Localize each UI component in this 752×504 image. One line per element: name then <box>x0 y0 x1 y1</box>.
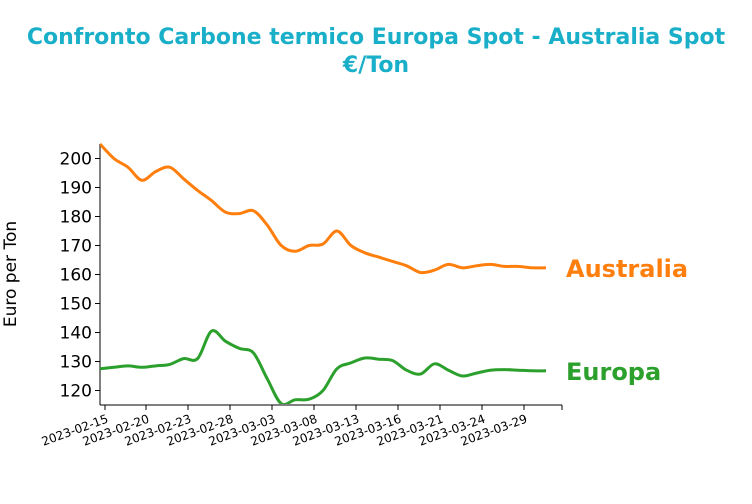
series-label-australia: Australia <box>566 255 688 283</box>
y-tick-label: 200 <box>60 150 92 170</box>
series-line-australia <box>100 142 547 275</box>
x-axis: 2023-02-152023-02-202023-02-232023-02-28… <box>40 404 563 449</box>
series-label-europa: Europa <box>566 358 661 386</box>
chart-title: Confronto Carbone termico Europa Spot - … <box>0 24 752 80</box>
series-line-europa <box>100 329 547 404</box>
y-tick-label: 140 <box>60 324 92 344</box>
y-tick-label: 180 <box>60 208 92 228</box>
y-axis: 120 130 140 150 160 170 180 190 200 <box>60 144 101 405</box>
series-layer <box>100 142 547 404</box>
y-tick-label: 120 <box>60 382 92 402</box>
y-tick-label: 130 <box>60 353 92 373</box>
series-label-layer: Australia Europa <box>566 255 688 386</box>
chart-subtitle: €/Ton <box>342 53 410 78</box>
y-tick-label: 170 <box>60 237 92 257</box>
y-tick-label: 160 <box>60 266 92 286</box>
y-tick-label: 150 <box>60 295 92 315</box>
y-axis-label: Euro per Ton <box>1 221 21 327</box>
chart-title-main: Confronto Carbone termico Europa Spot - … <box>26 25 726 50</box>
y-tick-label: 190 <box>60 179 92 199</box>
